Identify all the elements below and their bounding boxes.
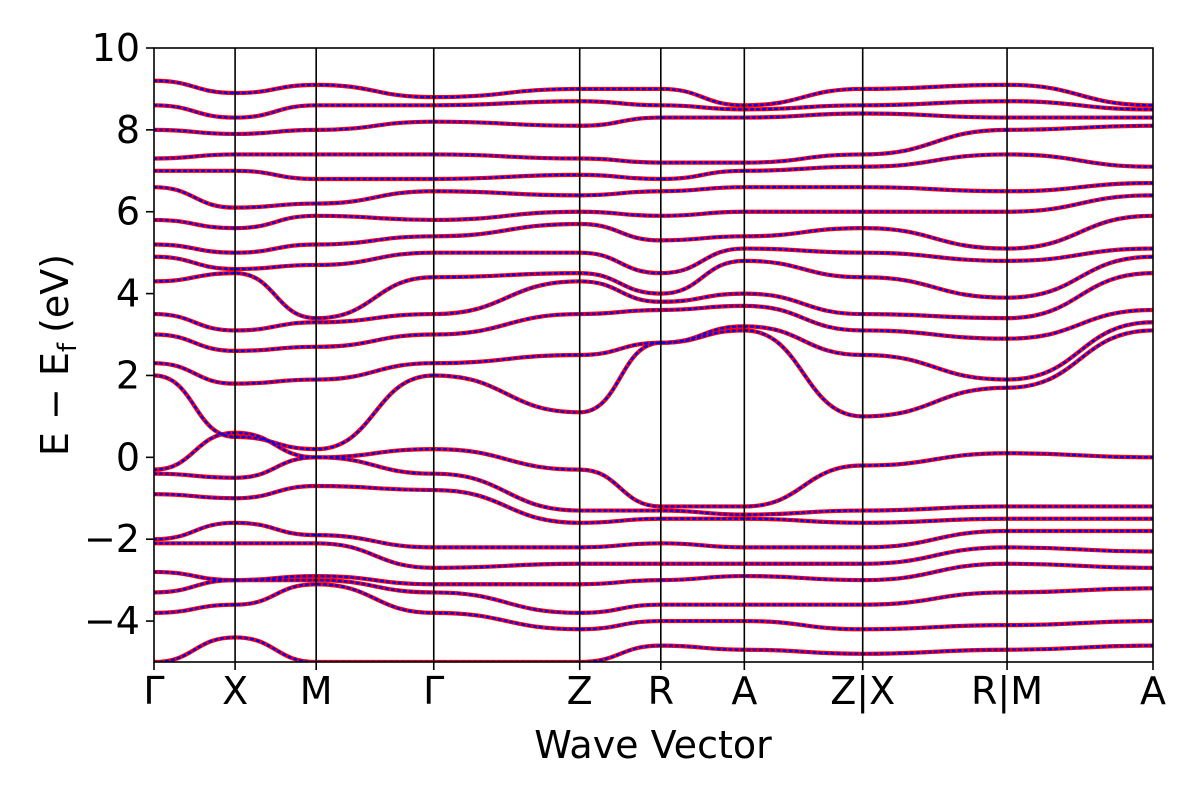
band-line-blue-10 (154, 321, 1153, 385)
x-tick-label-1: X (222, 669, 248, 713)
y-tick-label-3: 2 (116, 353, 140, 397)
y-axis-label-main: E − E (33, 352, 77, 456)
x-tick-label-8: R|M (971, 669, 1043, 714)
band-line-blue-18 (154, 153, 1153, 181)
y-tick-label-7: 10 (92, 26, 140, 70)
kpoint-dividers (234, 48, 1008, 662)
band-line-red-10 (154, 320, 1153, 386)
band-line-blue-22 (154, 79, 1153, 107)
band-line-blue-13 (154, 255, 1153, 320)
y-axis: −4 −2 0 2 4 6 8 10 (84, 26, 154, 643)
x-axis: Γ X M Γ Z R A Z|X R|M A (143, 662, 1166, 714)
band-line-blue-1 (154, 583, 1153, 631)
band-line-blue-17 (154, 181, 1153, 209)
band-lines (154, 78, 1153, 662)
band-line-blue-16 (154, 194, 1153, 230)
y-axis-label: E − Ef (eV) (33, 254, 83, 456)
y-axis-label-sub: f (53, 342, 83, 352)
band-line-blue-11 (154, 304, 1153, 353)
band-line-blue-7 (154, 456, 1153, 516)
y-tick-label-0: −4 (84, 599, 140, 643)
plot-frame (153, 47, 1154, 663)
band-line-red-8 (154, 430, 1153, 509)
band-line-blue-3 (154, 562, 1153, 586)
x-tick-label-0: Γ (143, 669, 164, 713)
band-line-blue-12 (154, 271, 1153, 332)
y-tick-label-4: 4 (116, 272, 140, 316)
band-line-red-17 (154, 180, 1153, 210)
y-tick-label-6: 8 (116, 108, 140, 152)
band-line-blue-15 (154, 214, 1153, 254)
y-tick-label-2: 0 (116, 435, 140, 479)
band-line-blue-0 (154, 636, 1153, 662)
band-line-blue-20 (154, 112, 1153, 136)
x-tick-label-3: Γ (423, 669, 444, 713)
band-line-blue-4 (154, 542, 1153, 570)
band-line-red-15 (154, 213, 1153, 255)
x-axis-label: Wave Vector (534, 723, 772, 767)
band-line-blue-14 (154, 247, 1153, 275)
x-tick-label-4: Z (567, 669, 593, 713)
band-line-blue-8 (154, 431, 1153, 508)
y-tick-label-5: 6 (116, 190, 140, 234)
band-line-blue-6 (154, 484, 1153, 525)
x-tick-label-2: M (300, 669, 333, 713)
band-line-red-21 (154, 99, 1153, 120)
x-tick-label-5: R (648, 669, 674, 713)
x-tick-label-7: Z|X (830, 669, 895, 714)
y-tick-label-1: −2 (84, 517, 140, 561)
x-tick-label-6: A (731, 669, 757, 713)
y-axis-label-unit: (eV) (33, 254, 77, 333)
band-line-red-18 (154, 152, 1153, 182)
x-tick-label-9: A (1140, 669, 1166, 713)
band-line-blue-5 (154, 521, 1153, 549)
